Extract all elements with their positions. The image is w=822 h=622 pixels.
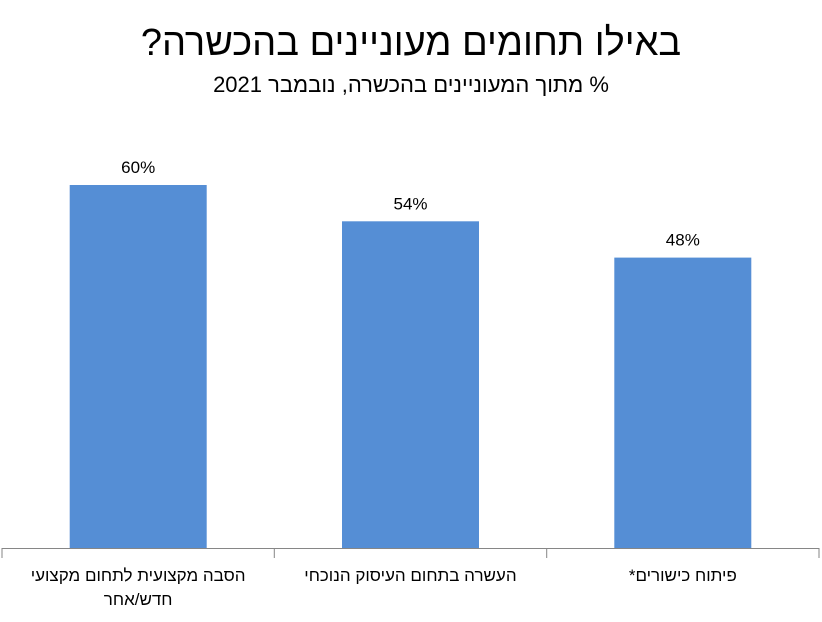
data-label-3: 48% (666, 231, 700, 250)
category-label-2: העשרה בתחום העיסוק הנוכחי (304, 566, 517, 585)
chart-subtitle: % מתוך המעוניינים בהכשרה, נובמבר 2021 (213, 72, 609, 97)
bar-3 (614, 257, 752, 548)
x-axis (1, 548, 820, 558)
category-label-1: הסבה מקצועית לתחום מקצועי חדש/אחר (30, 566, 246, 609)
category-label-3: פיתוח כישורים* (628, 566, 737, 585)
bars-group (69, 185, 752, 549)
bar-1 (69, 185, 207, 548)
data-labels-group: 60% 54% 48% (121, 158, 700, 250)
data-label-2: 54% (393, 194, 427, 213)
bar-2 (342, 221, 479, 549)
data-label-1: 60% (121, 158, 155, 177)
chart-title: באילו תחומים מעוניינים בהכשרה? (140, 22, 682, 64)
